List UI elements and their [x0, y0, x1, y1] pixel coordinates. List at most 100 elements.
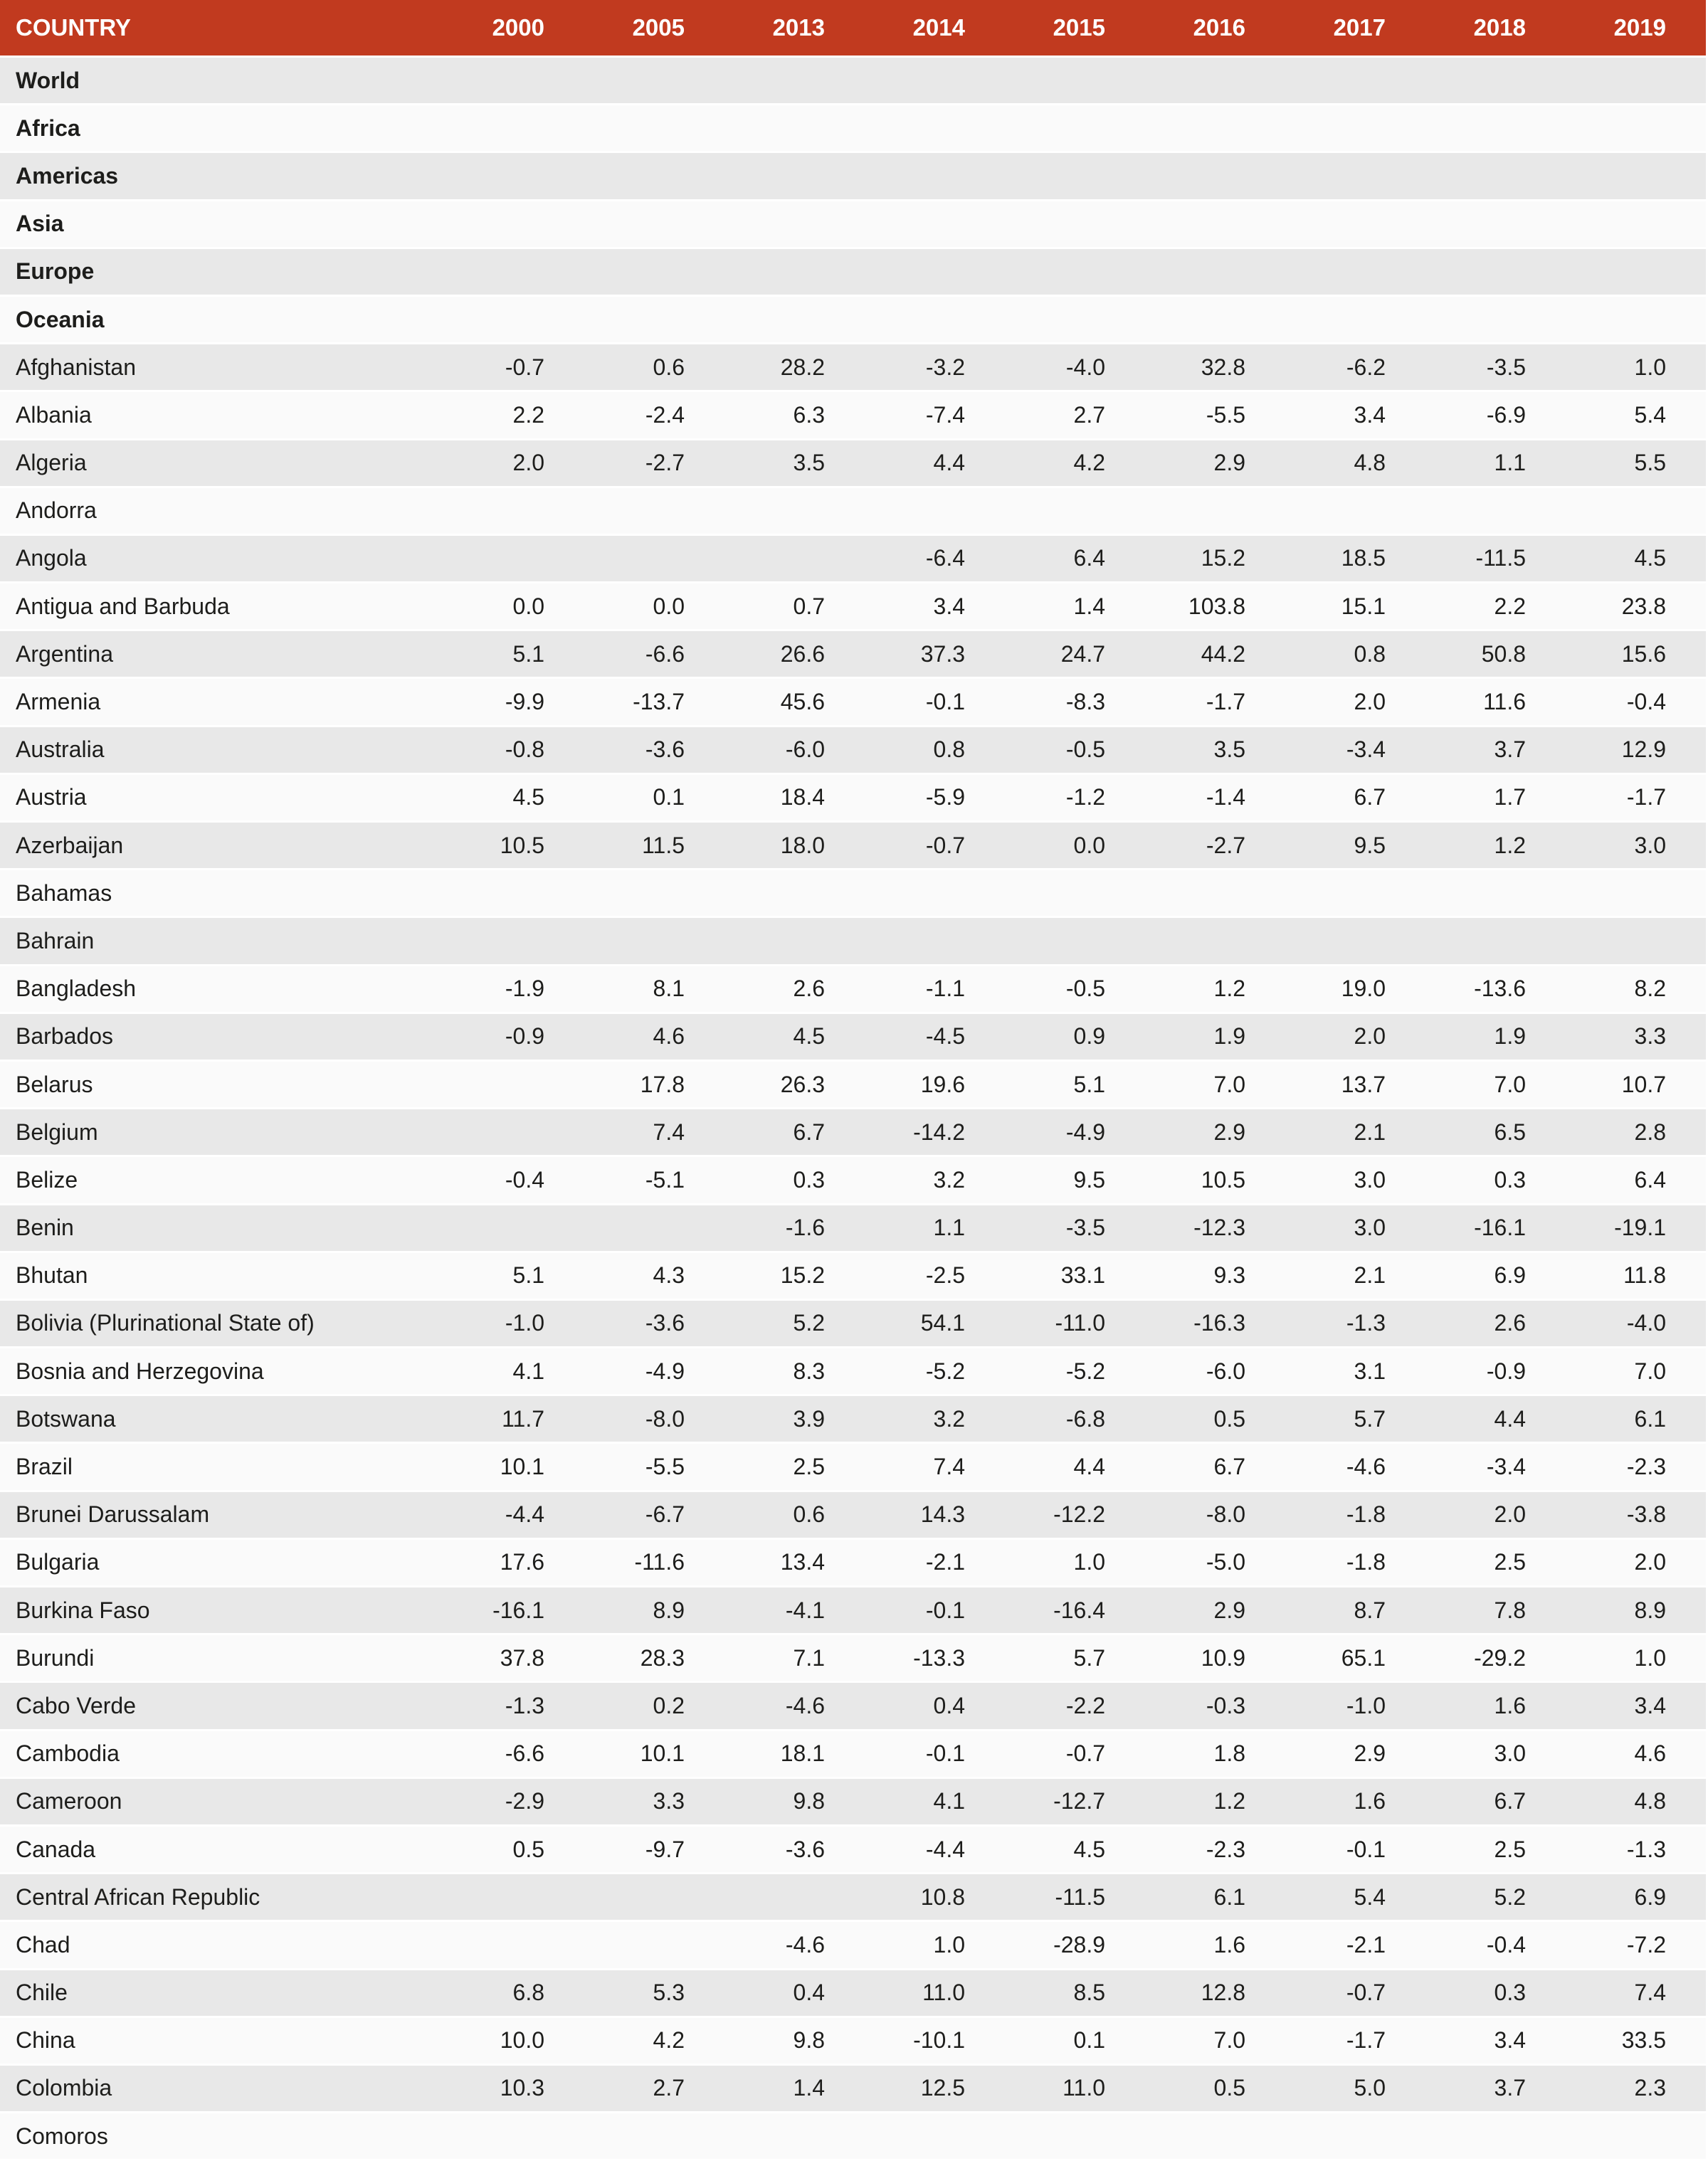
value-cell: 26.6	[724, 631, 865, 680]
value-cell: 0.5	[444, 1826, 584, 1875]
value-cell	[444, 535, 584, 584]
value-cell: -3.2	[865, 344, 1005, 393]
country-row: Bulgaria 17.6 -11.6 13.4 -2.1 1.0 -5.0 -1.8 2.5 2…	[0, 1539, 1706, 1587]
country-name: Cambodia	[0, 1731, 444, 1779]
value-cell: 1.7	[1425, 774, 1566, 823]
value-cell: -16.1	[444, 1587, 584, 1636]
value-cell: -0.7	[1005, 1731, 1145, 1779]
value-cell	[865, 2113, 1005, 2161]
value-cell	[1145, 870, 1285, 919]
value-cell: 2.5	[724, 1444, 865, 1492]
value-cell	[724, 870, 865, 919]
value-cell	[865, 153, 1005, 201]
value-cell: -4.6	[724, 1683, 865, 1731]
country-name: Belize	[0, 1157, 444, 1205]
value-cell: 3.4	[1285, 392, 1425, 440]
value-cell	[1425, 296, 1566, 345]
value-cell: -16.4	[1005, 1587, 1145, 1636]
value-cell: 5.2	[724, 1300, 865, 1349]
value-cell: -1.3	[444, 1683, 584, 1731]
value-cell	[1566, 201, 1706, 249]
value-cell: 1.2	[1145, 1778, 1285, 1827]
value-cell: -4.5	[865, 1013, 1005, 1062]
value-cell: -6.9	[1425, 392, 1566, 440]
value-cell: -2.7	[584, 440, 724, 488]
value-cell: 3.4	[1425, 2017, 1566, 2066]
value-cell: -11.5	[1005, 1874, 1145, 1923]
value-cell	[1145, 105, 1285, 154]
country-row: Cambodia -6.6 10.1 18.1 -0.1 -0.7 1.8 2.9 3.0 4.6	[0, 1731, 1706, 1779]
country-row: Belgium 7.4 6.7 -14.2 -4.9 2.9 2.1 6.5 2.8	[0, 1109, 1706, 1158]
region-row: Americas	[0, 153, 1706, 201]
value-cell: -7.4	[865, 392, 1005, 440]
value-cell: 11.0	[1005, 2065, 1145, 2114]
value-cell: 4.3	[584, 1252, 724, 1301]
value-cell: 18.1	[724, 1731, 865, 1779]
value-cell: 2.8	[1566, 1109, 1706, 1158]
value-cell	[724, 248, 865, 297]
value-cell	[1566, 487, 1706, 536]
value-cell: -19.1	[1566, 1205, 1706, 1253]
value-cell: 4.1	[865, 1778, 1005, 1827]
value-cell: 6.8	[444, 1970, 584, 2018]
value-cell: 50.8	[1425, 631, 1566, 680]
value-cell: -4.4	[865, 1826, 1005, 1875]
table-body: World Africa Americas Asia Europe Oceania Afgh…	[0, 58, 1706, 2161]
column-header-year-2014: 2014	[865, 0, 1005, 58]
value-cell: -1.2	[1005, 774, 1145, 823]
country-name: Burundi	[0, 1635, 444, 1684]
value-cell	[1566, 153, 1706, 201]
value-cell: 1.2	[1425, 823, 1566, 871]
value-cell	[1566, 248, 1706, 297]
value-cell	[724, 535, 865, 584]
value-cell: -1.6	[724, 1205, 865, 1253]
country-name: Argentina	[0, 631, 444, 680]
value-cell: 1.1	[1425, 440, 1566, 488]
value-cell: 1.0	[1005, 1539, 1145, 1587]
country-row: Bahrain	[0, 918, 1706, 966]
value-cell	[1425, 201, 1566, 249]
value-cell: 3.2	[865, 1396, 1005, 1444]
value-cell: 10.1	[584, 1731, 724, 1779]
value-cell: 1.0	[865, 1922, 1005, 1970]
column-header-year-2013: 2013	[724, 0, 865, 58]
value-cell: 3.2	[865, 1157, 1005, 1205]
value-cell	[584, 918, 724, 966]
column-header-year-2016: 2016	[1145, 0, 1285, 58]
country-name: Canada	[0, 1826, 444, 1875]
value-cell	[1145, 487, 1285, 536]
value-cell: 4.5	[1566, 535, 1706, 584]
value-cell	[724, 1874, 865, 1923]
value-cell: 4.8	[1566, 1778, 1706, 1827]
value-cell: 10.0	[444, 2017, 584, 2066]
country-name: Armenia	[0, 679, 444, 727]
value-cell	[444, 1109, 584, 1158]
value-cell: 19.6	[865, 1061, 1005, 1110]
value-cell: 2.9	[1285, 1731, 1425, 1779]
value-cell: -0.4	[444, 1157, 584, 1205]
value-cell: 5.4	[1566, 392, 1706, 440]
value-cell: 0.0	[444, 583, 584, 632]
region-row: Asia	[0, 201, 1706, 249]
value-cell: -5.5	[584, 1444, 724, 1492]
value-cell: 11.8	[1566, 1252, 1706, 1301]
country-name: Colombia	[0, 2065, 444, 2114]
value-cell: 6.7	[1285, 774, 1425, 823]
value-cell: 0.8	[1285, 631, 1425, 680]
value-cell: -1.8	[1285, 1491, 1425, 1540]
value-cell: 2.7	[584, 2065, 724, 2114]
value-cell: 3.0	[1285, 1157, 1425, 1205]
value-cell: 3.9	[724, 1396, 865, 1444]
value-cell: 5.5	[1566, 440, 1706, 488]
country-name: Brazil	[0, 1444, 444, 1492]
value-cell: 26.3	[724, 1061, 865, 1110]
country-row: Andorra	[0, 487, 1706, 536]
country-row: Antigua and Barbuda 0.0 0.0 0.7 3.4 1.4 103.8 1…	[0, 583, 1706, 632]
country-name: Barbados	[0, 1013, 444, 1062]
value-cell: 1.9	[1425, 1013, 1566, 1062]
column-header-year-2019: 2019	[1566, 0, 1706, 58]
value-cell	[1145, 58, 1285, 106]
value-cell: 0.6	[584, 344, 724, 393]
value-cell	[1285, 201, 1425, 249]
